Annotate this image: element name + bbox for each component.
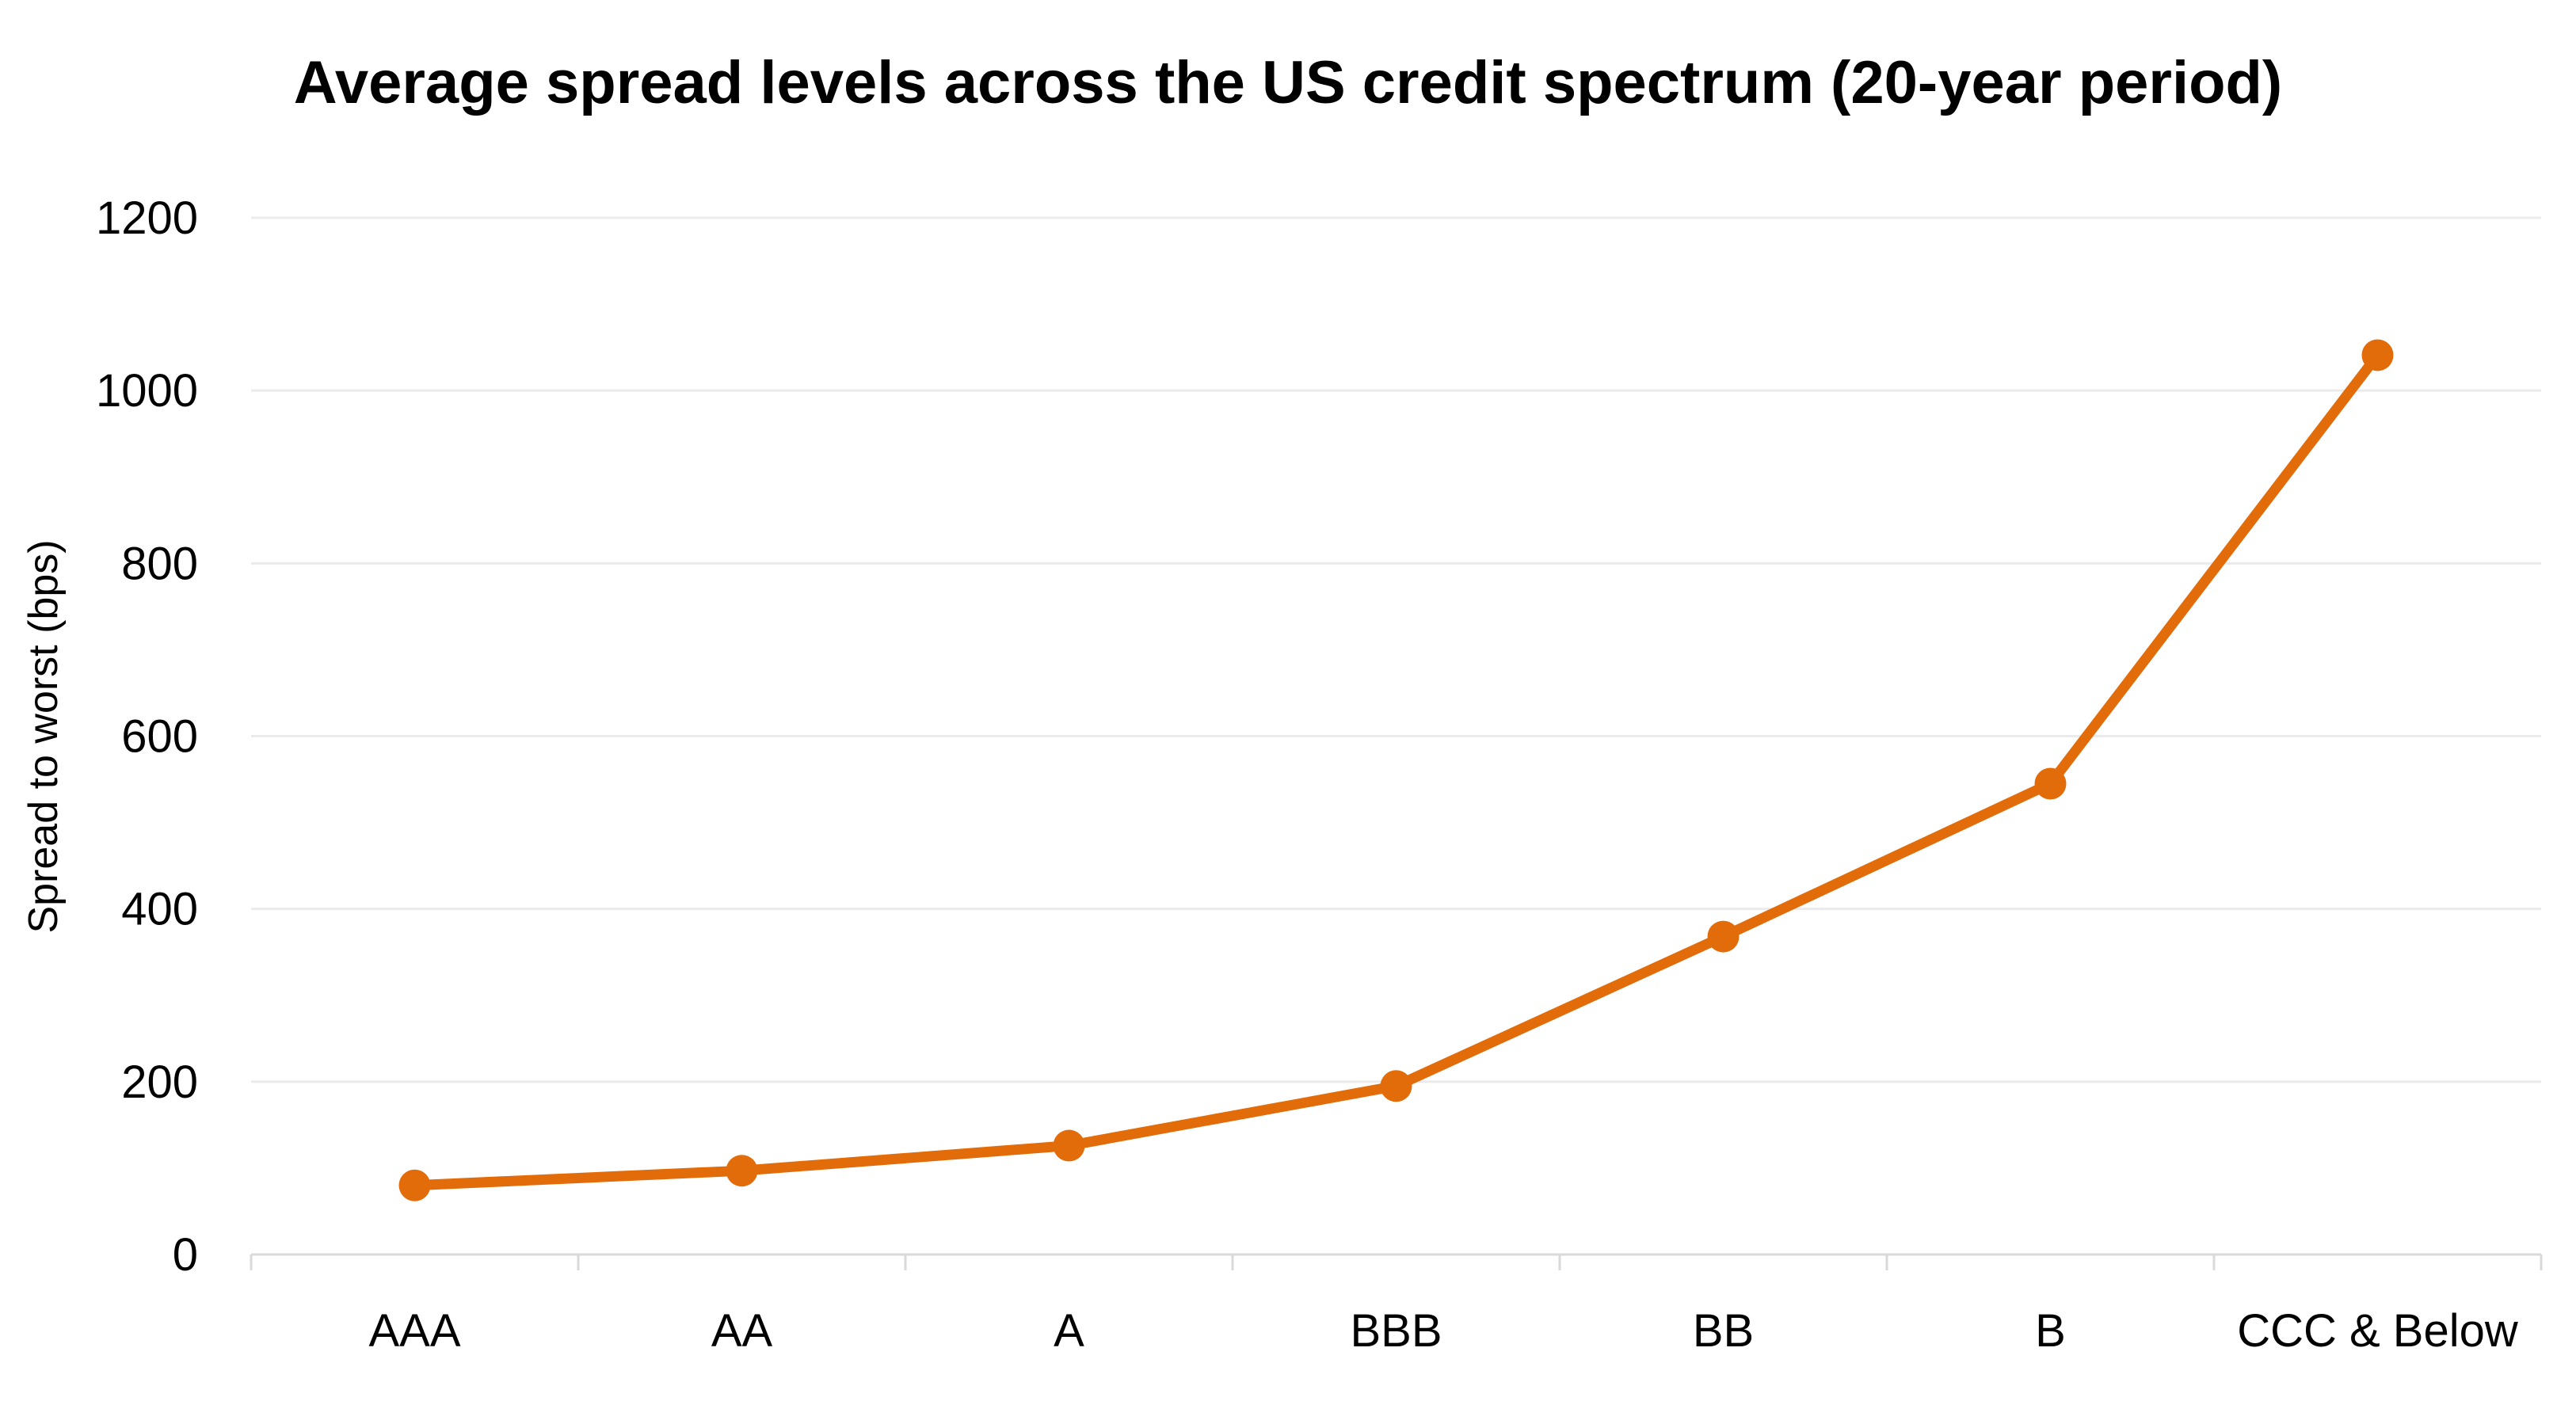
data-point-ccc-below xyxy=(2361,339,2394,371)
series-layer xyxy=(398,339,2394,1201)
y-tick-label: 200 xyxy=(121,1056,198,1108)
y-tick-label: 400 xyxy=(121,884,198,935)
y-tick-label: 600 xyxy=(121,711,198,763)
data-point-aaa xyxy=(398,1169,431,1201)
y-tick-label: 0 xyxy=(173,1229,198,1281)
gridlines xyxy=(251,216,2541,1083)
x-tick-label: CCC & Below xyxy=(2237,1305,2519,1357)
data-point-b xyxy=(2034,767,2067,800)
y-axis-title: Spread to worst (bps) xyxy=(21,539,67,933)
y-tick-label: 1200 xyxy=(96,192,198,244)
chart-title: Average spread levels across the US cred… xyxy=(294,49,2283,116)
x-axis xyxy=(250,1253,2543,1270)
data-point-a xyxy=(1053,1129,1085,1162)
x-tick-label: A xyxy=(1054,1305,1084,1357)
y-tick-label: 800 xyxy=(121,538,198,589)
x-tick-label: AAA xyxy=(368,1305,460,1357)
x-tick-label: BB xyxy=(1693,1305,1754,1357)
x-tick-label: BBB xyxy=(1350,1305,1442,1357)
x-tick-label: B xyxy=(2035,1305,2066,1357)
x-axis-tick-labels: AAA AA A BBB BB B CCC & Below xyxy=(368,1305,2518,1357)
y-axis-tick-labels: 0 200 400 600 800 1000 1200 xyxy=(96,192,198,1281)
x-tick-label: AA xyxy=(711,1305,773,1357)
y-tick-label: 1000 xyxy=(96,365,198,417)
data-point-bb xyxy=(1707,920,1740,953)
data-point-aa xyxy=(726,1155,758,1187)
data-point-bbb xyxy=(1380,1070,1412,1102)
